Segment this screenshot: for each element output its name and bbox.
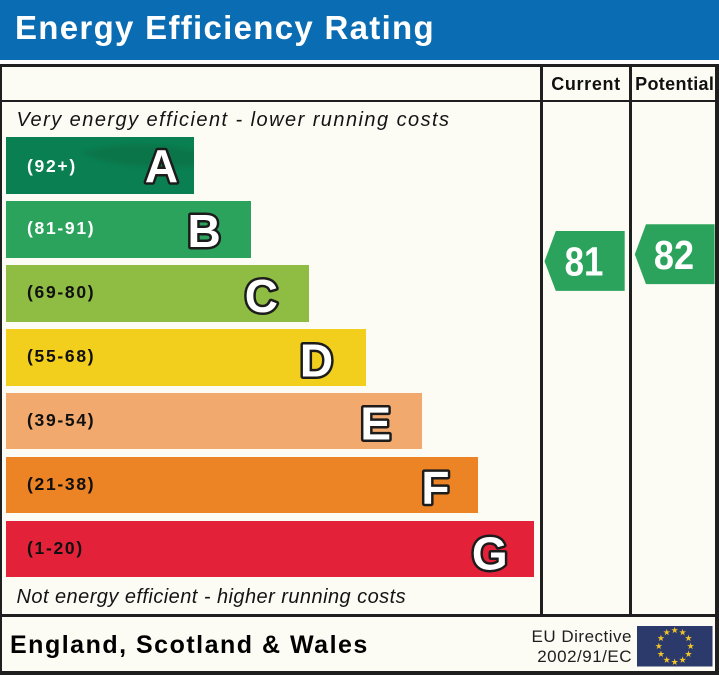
svg-text:A: A — [145, 140, 178, 192]
svg-text:C: C — [245, 270, 278, 322]
svg-text:D: D — [300, 335, 333, 387]
svg-text:E: E — [360, 398, 391, 450]
svg-text:82: 82 — [654, 233, 694, 279]
svg-text:B: B — [187, 205, 220, 257]
svg-text:G: G — [472, 528, 508, 580]
svg-text:F: F — [421, 461, 449, 513]
svg-text:81: 81 — [565, 240, 604, 285]
